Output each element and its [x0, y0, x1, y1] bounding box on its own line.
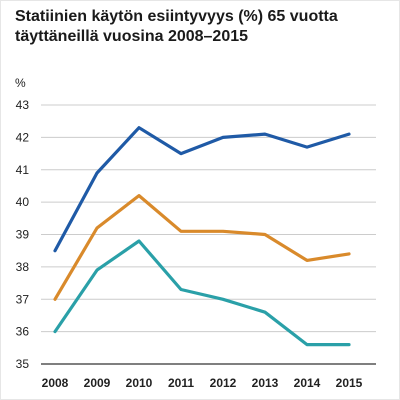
grid [41, 104, 376, 365]
y-tick-label: 36 [16, 325, 30, 339]
x-tick-label: 2012 [210, 376, 237, 390]
y-tick-label: 40 [16, 195, 30, 209]
y-axis: 35 36 37 38 39 40 41 42 43 [16, 98, 30, 371]
series-line-1 [53, 126, 351, 253]
x-tick-label: 2010 [126, 376, 153, 390]
x-tick-label: 2013 [252, 376, 279, 390]
y-tick-label: 37 [16, 292, 30, 306]
x-tick-label: 2008 [42, 376, 69, 390]
chart-title: Statiinien käytön esiintyvyys (%) 65 vuo… [15, 8, 338, 45]
x-tick-label: 2014 [294, 376, 321, 390]
y-axis-unit: % [15, 76, 26, 90]
y-tick-label: 43 [16, 98, 30, 112]
series-lines [53, 126, 351, 347]
y-tick-label: 41 [16, 163, 30, 177]
x-tick-label: 2015 [336, 376, 363, 390]
y-tick-label: 39 [16, 228, 30, 242]
x-tick-label: 2009 [84, 376, 111, 390]
x-tick-label: 2011 [168, 376, 194, 390]
x-axis: 2008 2009 2010 2011 2012 2013 2014 2015 [42, 376, 363, 390]
y-tick-label: 35 [16, 357, 30, 371]
series-line-2 [53, 194, 351, 301]
series-line-3 [53, 239, 351, 347]
y-tick-label: 38 [16, 260, 30, 274]
y-tick-label: 42 [16, 130, 30, 144]
